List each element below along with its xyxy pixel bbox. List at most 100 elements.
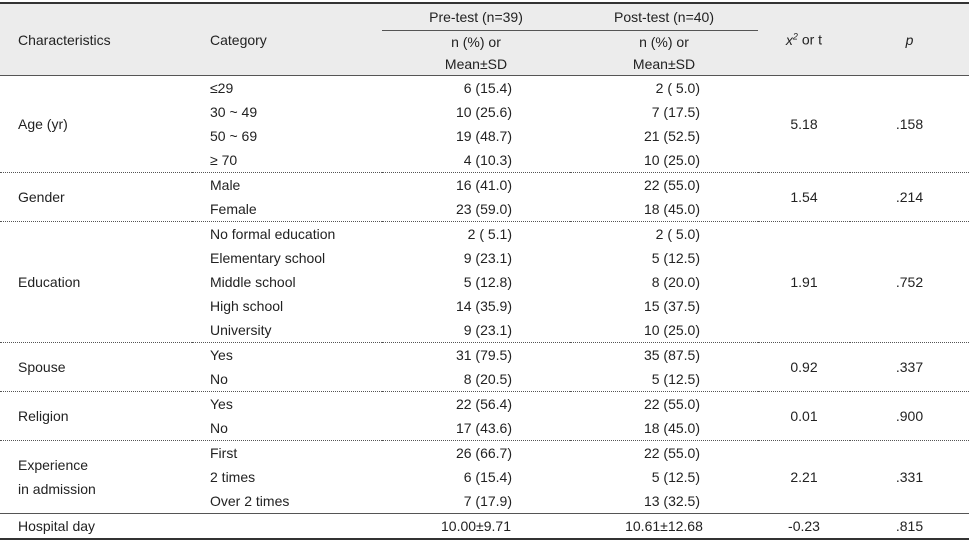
table-row: 2 times 6 (15.4) 5 (12.5) xyxy=(0,465,969,489)
header-category: Category xyxy=(192,2,382,76)
post-test-text: 21 (52.5) xyxy=(643,128,700,144)
table-row: University 9 (23.1) 10 (25.0) xyxy=(0,318,969,343)
table-row: Elementary school 9 (23.1) 5 (12.5) xyxy=(0,246,969,270)
pre-test-value: 9 (23.1) xyxy=(382,246,570,270)
category-label: Over 2 times xyxy=(210,493,290,509)
post-test-text: 10 (25.0) xyxy=(643,322,700,338)
category-label: First xyxy=(192,440,382,465)
post-test-text: 5 (12.5) xyxy=(651,250,700,266)
category-label: No xyxy=(210,371,228,387)
pre-test-text: 19 (48.7) xyxy=(455,128,512,144)
post-test-text: 35 (87.5) xyxy=(643,347,700,363)
post-test-value: 22 (55.0) xyxy=(570,172,758,197)
pre-test-value: 26 (66.7) xyxy=(382,440,570,465)
table-body: Age (yr) ≤29 6 (15.4) 2 ( 5.0) 5.18.158 30 ~ … xyxy=(0,75,969,540)
stat-value: 5.18 xyxy=(758,75,850,173)
characteristic-name: Experience in admission xyxy=(0,440,192,514)
table-row: Education No formal education 2 ( 5.1) 2 ( … xyxy=(0,221,969,343)
post-test-text: 8 (20.0) xyxy=(651,274,700,290)
pre-test-value: 2 ( 5.1) xyxy=(382,221,570,246)
post-test-text: 10 (25.0) xyxy=(643,152,700,168)
pre-test-text: 2 ( 5.1) xyxy=(467,226,512,242)
header-pre-test: Pre-test (n=39) xyxy=(382,2,570,31)
stat-value: 2.21 xyxy=(758,440,850,514)
post-test-value: 18 (45.0) xyxy=(570,197,758,222)
pre-test-text: 31 (79.5) xyxy=(455,347,512,363)
table-row: 30 ~ 49 10 (25.6) 7 (17.5) xyxy=(0,100,969,124)
hospital-day-p: .815 xyxy=(850,513,969,540)
characteristic-name: Age (yr) xyxy=(0,75,192,173)
stat-value: 1.91 xyxy=(758,221,850,343)
pre-test-value: 14 (35.9) xyxy=(382,294,570,318)
p-value: .752 xyxy=(850,221,969,343)
post-test-value: 10 (25.0) xyxy=(570,148,758,173)
post-test-value: 22 (55.0) xyxy=(570,440,758,465)
header-pre-n-percent: n (%) or xyxy=(382,30,570,53)
pre-test-value: 17 (43.6) xyxy=(382,416,570,441)
pre-test-value: 5 (12.8) xyxy=(382,270,570,294)
pre-test-text: 14 (35.9) xyxy=(455,298,512,314)
post-test-text: 22 (55.0) xyxy=(643,445,700,461)
pre-test-text: 23 (59.0) xyxy=(455,201,512,217)
pre-test-value: 9 (23.1) xyxy=(382,318,570,343)
post-test-value: 8 (20.0) xyxy=(570,270,758,294)
pre-test-text: 7 (17.9) xyxy=(463,493,512,509)
post-test-value: 2 ( 5.0) xyxy=(570,75,758,100)
pre-test-text: 8 (20.5) xyxy=(463,371,512,387)
table-row: ≥ 70 4 (10.3) 10 (25.0) xyxy=(0,148,969,173)
post-test-text: 2 ( 5.0) xyxy=(655,226,700,242)
p-value: .214 xyxy=(850,172,969,222)
pre-test-value: 16 (41.0) xyxy=(382,172,570,197)
post-test-value: 13 (32.5) xyxy=(570,489,758,514)
header-pre-mean-sd: Mean±SD xyxy=(382,53,570,76)
post-test-value: 18 (45.0) xyxy=(570,416,758,441)
stat-value: 0.92 xyxy=(758,342,850,392)
pre-test-text: 9 (23.1) xyxy=(463,322,512,338)
category-label: No xyxy=(210,420,228,436)
table-row: No 8 (20.5) 5 (12.5) xyxy=(0,367,969,392)
post-test-text: 15 (37.5) xyxy=(643,298,700,314)
category-label: Middle school xyxy=(210,274,296,290)
hospital-day-label: Hospital day xyxy=(0,513,192,540)
table-header: Characteristics Category Pre-test (n=39)… xyxy=(0,2,969,76)
table-row: Female 23 (59.0) 18 (45.0) xyxy=(0,197,969,222)
category-label: Elementary school xyxy=(210,250,326,266)
hospital-day-category xyxy=(192,513,382,540)
pre-test-value: 22 (56.4) xyxy=(382,391,570,416)
post-test-value: 10 (25.0) xyxy=(570,318,758,343)
table-row: Spouse Yes 31 (79.5) 35 (87.5) 0.92.337 xyxy=(0,342,969,392)
header-characteristics: Characteristics xyxy=(0,2,192,76)
post-test-text: 5 (12.5) xyxy=(651,371,700,387)
pre-test-value: 19 (48.7) xyxy=(382,124,570,148)
post-test-value: 5 (12.5) xyxy=(570,465,758,489)
header-stat: x2 or t xyxy=(758,2,850,76)
post-test-text: 5 (12.5) xyxy=(651,469,700,485)
pre-test-value: 8 (20.5) xyxy=(382,367,570,392)
category-label: 30 ~ 49 xyxy=(210,104,258,120)
pre-test-text: 6 (15.4) xyxy=(463,80,512,96)
pre-test-value: 6 (15.4) xyxy=(382,465,570,489)
pre-test-value: 31 (79.5) xyxy=(382,342,570,367)
chi-square-symbol: x2 xyxy=(785,31,798,48)
post-test-value: 15 (37.5) xyxy=(570,294,758,318)
table-row: Over 2 times 7 (17.9) 13 (32.5) xyxy=(0,489,969,514)
pre-test-text: 17 (43.6) xyxy=(455,420,512,436)
post-test-value: 5 (12.5) xyxy=(570,246,758,270)
pre-test-text: 10 (25.6) xyxy=(455,104,512,120)
category-label: 50 ~ 69 xyxy=(210,128,258,144)
pre-test-text: 22 (56.4) xyxy=(455,396,512,412)
characteristic-name: Education xyxy=(0,221,192,343)
post-test-value: 2 ( 5.0) xyxy=(570,221,758,246)
category-label: ≥ 70 xyxy=(210,152,238,168)
p-value: .158 xyxy=(850,75,969,173)
table-row: Age (yr) ≤29 6 (15.4) 2 ( 5.0) 5.18.158 xyxy=(0,75,969,173)
table-row: Middle school 5 (12.8) 8 (20.0) xyxy=(0,270,969,294)
post-test-text: 13 (32.5) xyxy=(643,493,700,509)
post-test-text: 18 (45.0) xyxy=(643,420,700,436)
pre-test-text: 16 (41.0) xyxy=(455,177,512,193)
category-label: Female xyxy=(210,201,257,217)
pre-test-value: 4 (10.3) xyxy=(382,148,570,173)
characteristic-name: Spouse xyxy=(0,342,192,392)
table-row: Hospital day 10.00±9.71 10.61±12.68 -0.23.8… xyxy=(0,513,969,540)
pre-test-text: 5 (12.8) xyxy=(463,274,512,290)
